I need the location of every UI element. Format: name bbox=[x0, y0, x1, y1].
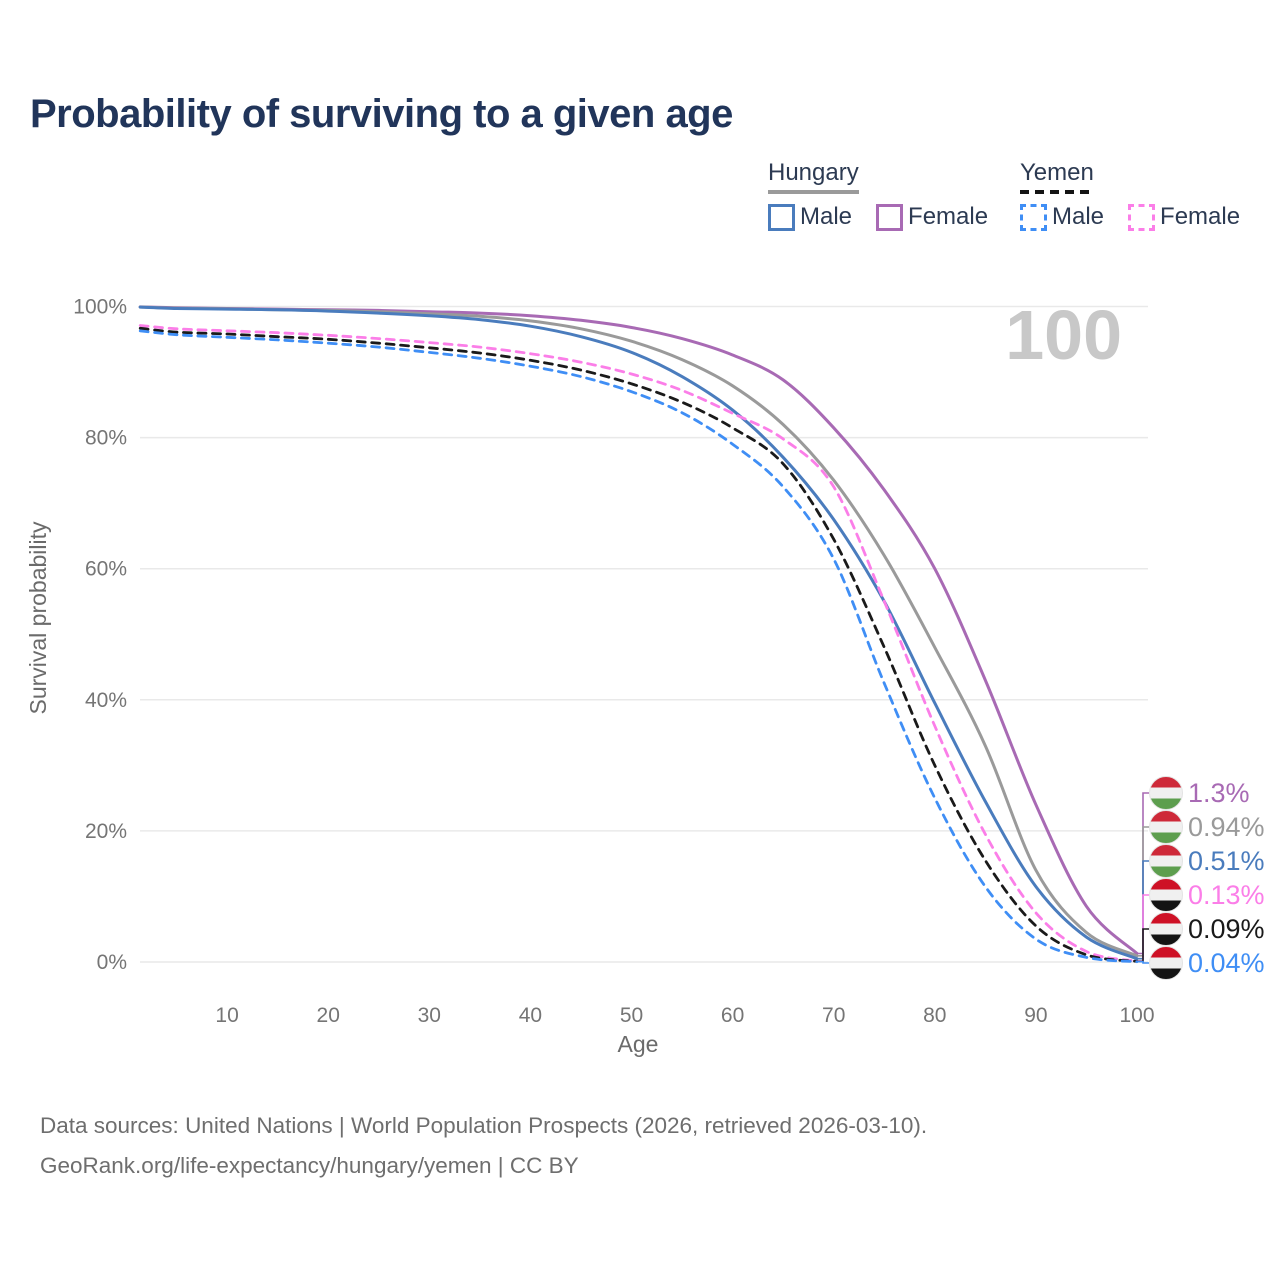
flag-yemen-icon bbox=[1149, 912, 1183, 946]
legend-group-hungary: Hungary Male Female bbox=[768, 159, 1012, 231]
legend-hungary-male[interactable]: Male bbox=[768, 203, 852, 231]
y-tick-label: 40% bbox=[85, 689, 127, 712]
legend-label: Female bbox=[1160, 203, 1241, 231]
hungary-female-swatch-icon bbox=[876, 203, 904, 231]
flag-ring bbox=[1149, 912, 1183, 946]
end-value-label: 0.13% bbox=[1188, 880, 1265, 910]
flag-ring bbox=[1149, 946, 1183, 980]
legend-country-yemen[interactable]: Yemen bbox=[1020, 159, 1094, 194]
series-curve-hungary-male bbox=[138, 305, 1139, 961]
flag-ring bbox=[1149, 878, 1183, 912]
y-tick-label: 100% bbox=[73, 296, 127, 319]
hungary-male-swatch-icon bbox=[768, 203, 795, 231]
flag-ring bbox=[1149, 844, 1183, 878]
y-tick-label: 80% bbox=[85, 427, 127, 450]
series-curve-yemen-female bbox=[138, 324, 1139, 963]
y-tick-label: 60% bbox=[85, 558, 127, 581]
end-value-label: 0.51% bbox=[1188, 846, 1265, 876]
end-value-label: 0.04% bbox=[1188, 948, 1265, 978]
flag-hungary-icon bbox=[1149, 844, 1183, 878]
legend-hungary-female[interactable]: Female bbox=[876, 203, 988, 231]
legend-label: Male bbox=[800, 203, 853, 231]
end-value-label: 0.09% bbox=[1188, 914, 1265, 944]
series-curve-hungary-both-sexes bbox=[138, 305, 1139, 958]
legend-yemen-female[interactable]: Female bbox=[1128, 203, 1240, 231]
flag-yemen-icon bbox=[1149, 946, 1183, 980]
legend-group-yemen: Yemen Male Female bbox=[1020, 159, 1264, 231]
footer-sources-line: Data sources: United Nations | World Pop… bbox=[40, 1113, 928, 1138]
footer-url-line: GeoRank.org/life-expectancy/hungary/yeme… bbox=[40, 1153, 579, 1178]
footer: Data sources: United Nations | World Pop… bbox=[40, 1106, 927, 1186]
series-curve-yemen-male bbox=[138, 329, 1139, 964]
flag-hungary-icon bbox=[1149, 776, 1183, 810]
flag-hungary-icon bbox=[1149, 810, 1183, 844]
legend-label: Male bbox=[1052, 203, 1105, 231]
end-value-label: 0.94% bbox=[1188, 812, 1265, 842]
label-leader-line bbox=[1137, 960, 1149, 964]
x-tick-label: 50 bbox=[620, 1004, 643, 1027]
x-tick-label: 80 bbox=[923, 1004, 946, 1027]
x-tick-label: 20 bbox=[317, 1004, 340, 1027]
yemen-female-swatch-icon bbox=[1128, 203, 1156, 231]
y-tick-label: 20% bbox=[85, 820, 127, 843]
series-curve-hungary-female bbox=[138, 305, 1139, 955]
x-tick-label: 70 bbox=[822, 1004, 845, 1027]
flag-ring bbox=[1149, 810, 1183, 844]
x-tick-label: 10 bbox=[215, 1004, 238, 1027]
hover-age-watermark: 100 bbox=[1005, 296, 1122, 374]
x-tick-label: 100 bbox=[1119, 1004, 1154, 1027]
x-tick-label: 30 bbox=[418, 1004, 441, 1027]
legend-label: Female bbox=[908, 203, 989, 231]
x-tick-label: 60 bbox=[721, 1004, 744, 1027]
x-tick-label: 90 bbox=[1024, 1004, 1047, 1027]
yemen-male-swatch-icon bbox=[1020, 203, 1047, 231]
x-axis-title: Age bbox=[618, 1031, 659, 1057]
flag-ring bbox=[1149, 776, 1183, 810]
end-value-label: 1.3% bbox=[1188, 778, 1250, 808]
x-tick-label: 40 bbox=[519, 1004, 542, 1027]
y-tick-label: 0% bbox=[97, 951, 127, 974]
page-title: Probability of surviving to a given age bbox=[30, 92, 733, 136]
series-curve-yemen-both-sexes bbox=[138, 326, 1139, 963]
legend-yemen-male[interactable]: Male bbox=[1020, 203, 1104, 231]
legend-country-hungary[interactable]: Hungary bbox=[768, 159, 859, 194]
y-axis-title: Survival probability bbox=[25, 521, 51, 715]
flag-yemen-icon bbox=[1149, 878, 1183, 912]
